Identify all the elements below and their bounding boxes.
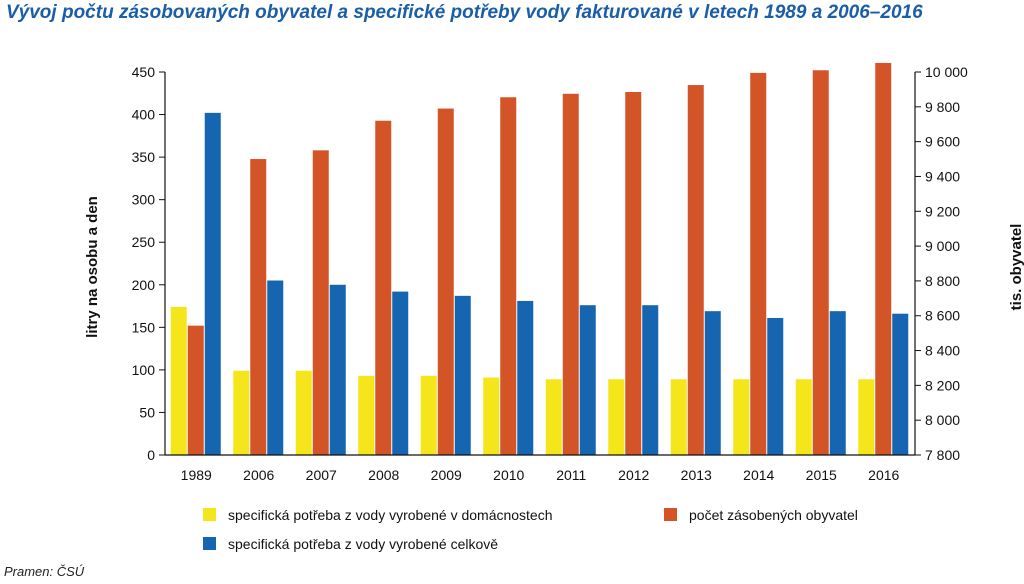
axes-layer: 0 50 100 150 200 250 300 350 400 450 7 800 8 000 8 2… [132, 64, 968, 483]
bar-total [267, 280, 284, 455]
bar-population [750, 72, 767, 455]
legend-label-households: specifická potřeba z vody vyrobené v dom… [228, 507, 553, 523]
bar-total [892, 313, 909, 455]
legend: specifická potřeba z vody vyrobené v dom… [203, 507, 858, 552]
legend-label-population: počet zásobených obyvatel [689, 507, 858, 523]
bar-population [500, 97, 517, 456]
y-axis-left-label: litry na osobu a den [84, 196, 101, 338]
y-right-tick-label: 8 200 [925, 377, 960, 393]
y-left-tick-label: 250 [132, 234, 156, 250]
y-right-tick-label: 10 000 [925, 64, 968, 80]
bar-population [812, 70, 829, 455]
bar-households [858, 379, 875, 455]
x-tick-label: 2009 [431, 467, 462, 483]
x-tick-label: 2011 [556, 467, 586, 483]
bar-total [204, 112, 221, 455]
y-left-tick-label: 200 [132, 277, 156, 293]
y-right-tick-label: 9 600 [925, 134, 960, 150]
bar-households [233, 370, 250, 455]
x-tick-label: 2007 [306, 467, 337, 483]
x-tick-label: 2013 [681, 467, 712, 483]
y-right-tick-label: 7 800 [925, 447, 960, 463]
x-tick-label: 2006 [243, 467, 274, 483]
bar-population [437, 108, 454, 456]
bar-households [545, 379, 562, 455]
x-tick-label: 2010 [493, 467, 524, 483]
bar-total [829, 311, 846, 455]
bar-total [579, 305, 596, 455]
x-tick-label: 1989 [181, 467, 212, 483]
bar-total [454, 295, 471, 455]
bar-population [625, 92, 642, 456]
bar-population [375, 120, 392, 455]
y-right-tick-label: 9 400 [925, 168, 960, 184]
y-right-tick-label: 8 800 [925, 273, 960, 289]
x-tick-label: 2012 [618, 467, 649, 483]
y-axis-right-label: tis. obyvatel [1008, 224, 1024, 311]
chart-title: Vývoj počtu zásobovaných obyvatel a spec… [6, 2, 923, 23]
bar-total [517, 300, 534, 455]
bar-households [170, 306, 187, 455]
x-tick-label: 2014 [743, 467, 774, 483]
y-right-tick-label: 8 400 [925, 343, 960, 359]
y-left-tick-label: 350 [132, 149, 156, 165]
y-left-tick-label: 0 [147, 447, 155, 463]
bar-households [483, 377, 500, 455]
y-right-tick-label: 9 000 [925, 238, 960, 254]
bars-layer [170, 62, 909, 456]
bar-population [250, 159, 267, 455]
bar-population [187, 325, 204, 455]
bar-total [392, 291, 409, 455]
bar-households [608, 379, 625, 455]
y-left-tick-label: 450 [132, 64, 156, 80]
y-right-tick-label: 9 200 [925, 203, 960, 219]
x-tick-label: 2016 [868, 467, 899, 483]
bar-total [329, 284, 346, 455]
bar-households [795, 379, 812, 455]
legend-swatch-households [203, 508, 216, 521]
bar-population [687, 85, 704, 455]
legend-swatch-total [203, 537, 216, 550]
y-left-tick-label: 150 [132, 319, 156, 335]
y-right-tick-label: 9 800 [925, 99, 960, 115]
bar-total [642, 305, 659, 455]
bar-households [420, 375, 437, 455]
y-left-tick-label: 400 [132, 107, 156, 123]
bar-households [670, 379, 687, 455]
bar-households [295, 370, 312, 455]
x-tick-label: 2015 [806, 467, 837, 483]
bar-total [767, 317, 784, 455]
bar-population [875, 62, 892, 456]
bar-households [733, 379, 750, 455]
y-left-tick-label: 100 [132, 362, 156, 378]
bar-population [312, 150, 329, 455]
bar-households [358, 375, 375, 455]
bar-population [562, 93, 579, 456]
y-left-tick-label: 300 [132, 192, 156, 208]
legend-label-total: specifická potřeba z vody vyrobené celko… [228, 536, 498, 552]
source-note: Pramen: ČSÚ [4, 564, 85, 579]
y-right-tick-label: 8 600 [925, 308, 960, 324]
legend-swatch-population [664, 508, 677, 521]
y-left-tick-label: 50 [139, 404, 155, 420]
bar-total [704, 311, 721, 455]
x-tick-label: 2008 [368, 467, 399, 483]
y-right-tick-label: 8 000 [925, 412, 960, 428]
